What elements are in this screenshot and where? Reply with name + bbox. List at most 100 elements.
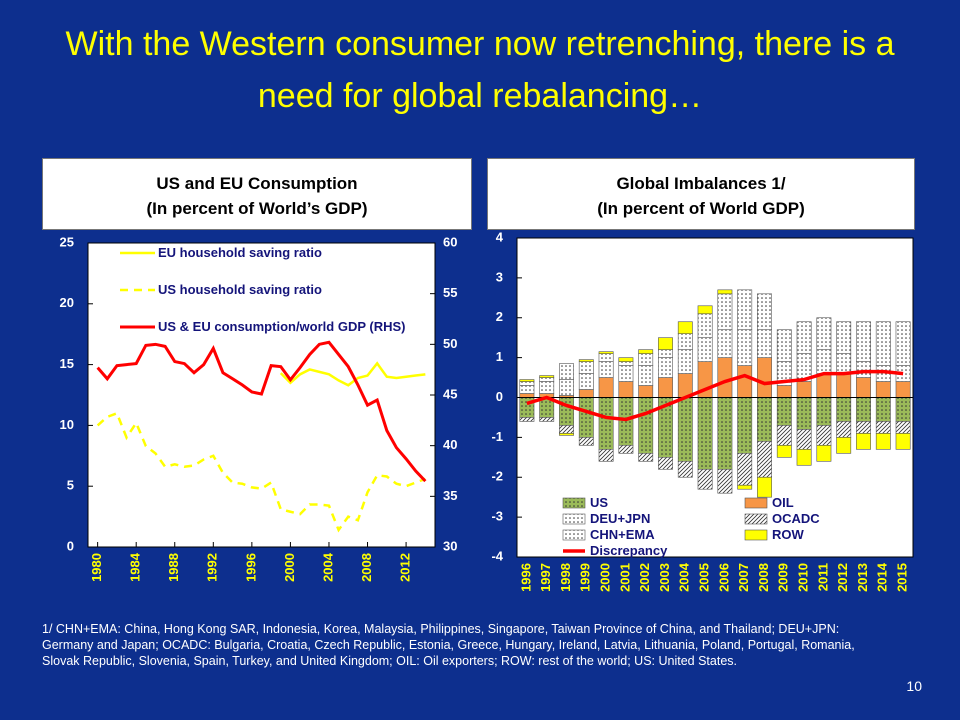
bar-segment [875, 397, 891, 422]
bar-segment [776, 329, 792, 362]
bar-segment [677, 321, 693, 334]
bar-segment [717, 357, 733, 398]
bar-segment [856, 421, 871, 434]
bar-segment [598, 377, 614, 398]
y-tick-label: -3 [491, 509, 503, 524]
bar-segment [539, 381, 555, 394]
x-tick-label: 1980 [89, 553, 104, 582]
bar-segment [836, 353, 852, 374]
legend-swatch [744, 529, 768, 541]
x-tick-label: 2003 [657, 563, 672, 592]
bar-segment [816, 397, 832, 426]
bar-segment [717, 329, 733, 358]
bar-segment [658, 337, 673, 350]
bar-segment [836, 321, 852, 354]
x-tick-label: 2012 [398, 553, 413, 582]
x-tick-label: 1998 [558, 563, 573, 592]
bar-segment [737, 329, 753, 366]
x-tick-label: 2006 [716, 563, 731, 592]
bar-segment [697, 313, 713, 338]
bar-segment [539, 417, 555, 422]
x-tick-label: 2002 [637, 563, 652, 592]
bar-segment [638, 397, 654, 454]
bar-segment [598, 351, 614, 354]
x-tick-label: 2001 [617, 563, 632, 592]
bar-segment [737, 365, 753, 398]
bar-segment [895, 421, 911, 434]
legend-label-box: US [590, 495, 608, 510]
footnote: 1/ CHN+EMA: China, Hong Kong SAR, Indone… [42, 622, 855, 668]
bar-segment [776, 397, 792, 426]
bar-segment [578, 359, 594, 362]
y2-tick-label: 55 [443, 285, 457, 300]
bar-segment [697, 468, 713, 490]
bar-segment [519, 393, 535, 398]
bar-segment [895, 321, 911, 366]
y-tick-label: 2 [496, 309, 503, 324]
x-tick-label: 2005 [697, 563, 712, 592]
x-tick-label: 2012 [835, 563, 850, 592]
y-tick-label: 5 [67, 478, 74, 493]
y2-tick-label: 35 [443, 488, 457, 503]
bar-segment [816, 349, 832, 374]
y2-tick-label: 40 [443, 437, 457, 452]
bar-segment [856, 361, 871, 378]
y2-tick-label: 60 [443, 234, 457, 249]
data-line [279, 361, 426, 387]
legend-label-box: OCADC [772, 511, 820, 526]
bar-segment [737, 397, 753, 454]
bar-segment [836, 397, 852, 422]
bar-segment [578, 437, 594, 446]
x-tick-label: 2013 [855, 563, 870, 592]
bar-segment [519, 379, 535, 382]
bar-segment [895, 397, 911, 422]
bar-segment [737, 289, 753, 331]
legend-label: US & EU consumption/world GDP (RHS) [158, 319, 406, 334]
x-tick-label: 2007 [736, 563, 751, 592]
legend-swatch [744, 497, 768, 509]
bar-segment [816, 445, 832, 462]
bar-segment [856, 321, 871, 362]
legend-label: Discrepancy [590, 543, 668, 558]
chart-subtitle: (In percent of World’s GDP) [146, 199, 368, 218]
bar-segment [598, 361, 614, 378]
bar-segment [875, 433, 891, 450]
y-tick-label: -1 [491, 429, 503, 444]
bar-segment [757, 397, 772, 442]
y-tick-label: 3 [496, 269, 503, 284]
bar-segment [539, 377, 555, 382]
legend-swatch [562, 497, 586, 509]
chart-title-box: US and EU Consumption (In percent of Wor… [42, 158, 472, 230]
x-tick-label: 2008 [756, 563, 771, 592]
legend-swatch [562, 513, 586, 525]
bar-segment [598, 397, 614, 450]
bar-segment [757, 329, 772, 358]
chart-subtitle: (In percent of World GDP) [597, 199, 805, 218]
bar-segment [757, 441, 772, 478]
bar-segment [796, 397, 812, 430]
bar-segment [658, 357, 673, 378]
bar-segment [539, 375, 555, 378]
bar-segment [737, 453, 753, 486]
x-tick-label: 2008 [359, 553, 374, 582]
bar-segment [519, 381, 535, 386]
x-tick-label: 2000 [598, 563, 613, 592]
bar-segment [559, 363, 574, 380]
x-tick-label: 1988 [166, 553, 181, 582]
bar-segment [677, 397, 693, 462]
bar-segment [519, 417, 535, 422]
bar-segment [638, 365, 654, 386]
bar-segment [836, 437, 852, 454]
bar-segment [559, 433, 574, 436]
bar-segment [796, 429, 812, 450]
legend-label: CHN+EMA [590, 527, 655, 542]
y-tick-label: 1 [496, 349, 503, 364]
bar-segment [638, 385, 654, 398]
legend-swatch [744, 513, 768, 525]
y-tick-label: 4 [496, 229, 504, 244]
legend-label-box: ROW [772, 527, 804, 542]
data-line [96, 340, 427, 483]
bar-segment [875, 421, 891, 434]
bar-segment [875, 321, 891, 366]
legend-label-box: CHN+EMA [590, 527, 655, 542]
